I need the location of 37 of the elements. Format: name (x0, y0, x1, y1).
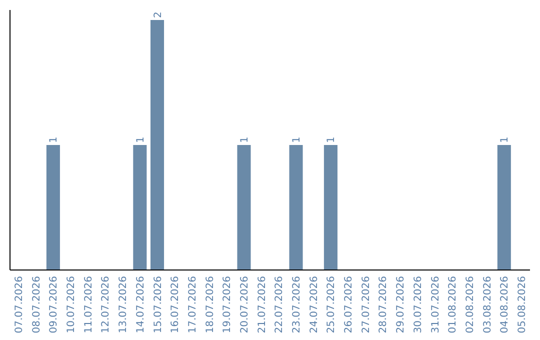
x-tick-label: 08.07.2026 (31, 276, 42, 334)
data-label: 1 (135, 136, 146, 143)
x-tick-label: 28.07.2026 (378, 276, 390, 334)
x-tick-label: 30.07.2026 (412, 276, 424, 334)
x-tick-label: 24.07.2026 (308, 276, 320, 334)
x-tick-label: 17.07.2026 (187, 276, 198, 334)
x-tick-label: 10.07.2026 (66, 276, 78, 334)
x-tick-label: 05.08.2026 (517, 276, 528, 334)
x-tick-label: 31.07.2026 (430, 276, 442, 334)
x-tick-label: 13.07.2026 (118, 276, 130, 334)
x-tick-label: 01.08.2026 (448, 276, 459, 334)
data-label: 1 (239, 136, 250, 143)
data-label: 1 (292, 136, 303, 143)
x-tick-label: 18.07.2026 (204, 276, 216, 334)
x-tick-label: 14.07.2026 (135, 276, 146, 334)
x-tick-label: 07.07.2026 (14, 276, 25, 334)
x-tick-label: 21.07.2026 (256, 276, 268, 334)
data-label: 1 (500, 136, 511, 143)
x-tick-label: 11.07.2026 (83, 276, 94, 334)
x-tick-label: 19.07.2026 (222, 276, 234, 334)
x-tick-label: 25.07.2026 (326, 276, 338, 334)
x-tick-label: 23.07.2026 (292, 276, 303, 334)
data-label: 1 (326, 136, 338, 143)
x-tick-label: 29.07.2026 (396, 276, 407, 334)
x-tick-label: 20.07.2026 (239, 276, 250, 334)
x-tick-label: 26.07.2026 (344, 276, 355, 334)
x-tick-label: 04.08.2026 (500, 276, 511, 334)
x-tick-label: 22.07.2026 (274, 276, 286, 334)
x-tick-label: 27.07.2026 (360, 276, 372, 334)
x-tick-label: 02.08.2026 (464, 276, 476, 334)
data-label: 2 (152, 12, 164, 18)
x-tick-label: 12.07.2026 (100, 276, 112, 334)
x-tick-label: 15.07.2026 (152, 276, 164, 334)
x-tick-label: 16.07.2026 (170, 276, 182, 334)
x-tick-label: 09.07.2026 (48, 276, 60, 334)
x-tick-label: 03.08.2026 (482, 276, 494, 334)
data-label: 1 (48, 136, 60, 143)
